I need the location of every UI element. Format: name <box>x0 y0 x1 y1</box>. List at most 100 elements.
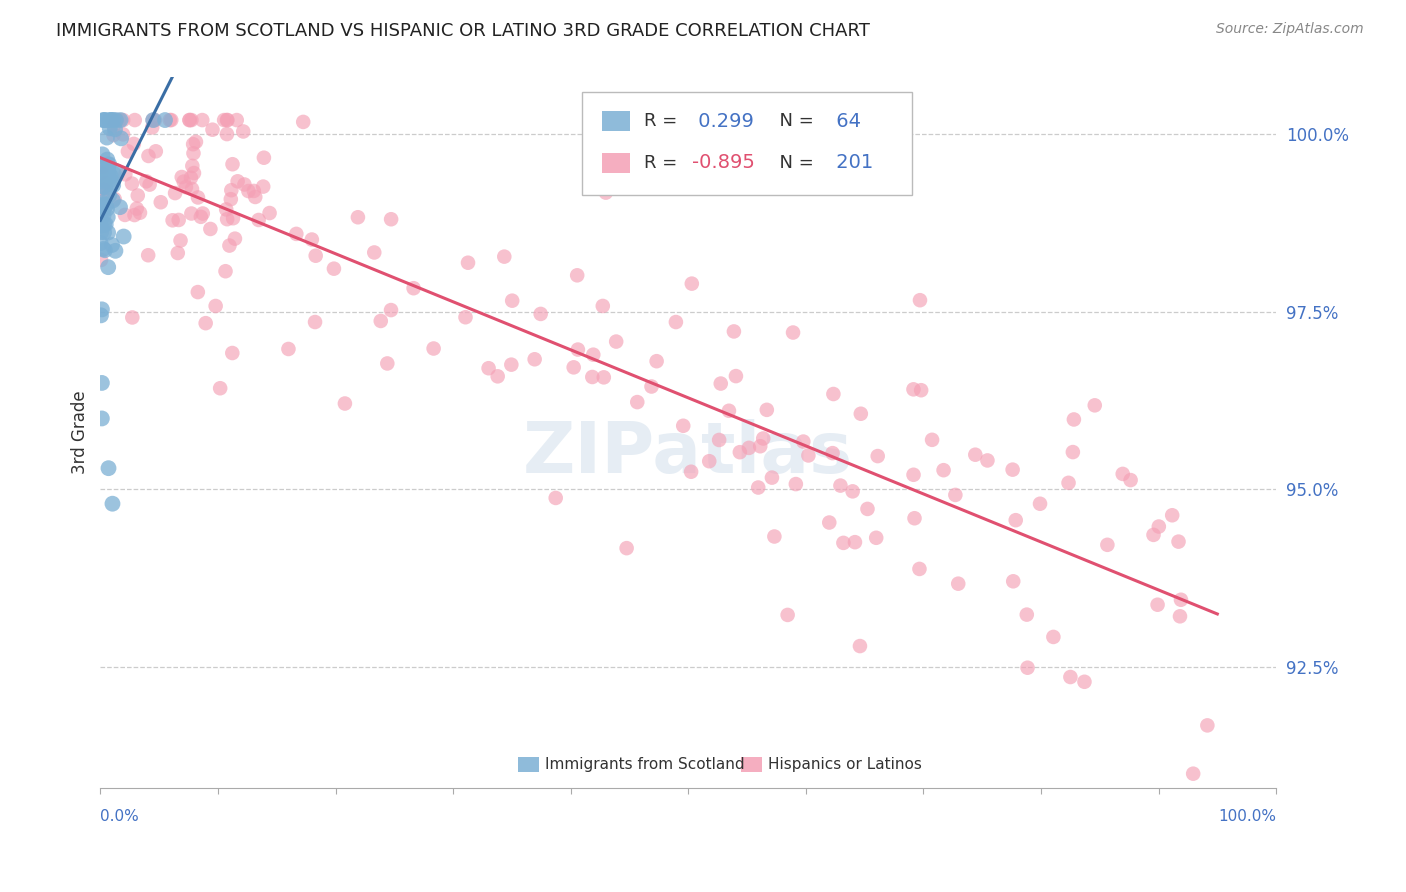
Point <box>104 192 127 206</box>
Text: 201: 201 <box>831 153 873 172</box>
Text: 0.299: 0.299 <box>692 112 754 131</box>
Point <box>707 433 730 447</box>
Point <box>90 376 112 390</box>
Point <box>724 369 747 384</box>
Point <box>221 346 243 360</box>
Point <box>375 356 398 370</box>
Point <box>501 293 523 308</box>
Point <box>97 461 120 475</box>
Point <box>108 113 131 128</box>
Point <box>100 169 122 183</box>
Point <box>180 206 202 220</box>
Point <box>1112 467 1135 481</box>
Point <box>114 167 136 181</box>
Point <box>167 213 190 227</box>
Point <box>187 285 209 299</box>
Point <box>90 252 112 267</box>
Point <box>127 188 149 202</box>
Point <box>217 113 239 128</box>
Point <box>103 128 125 142</box>
Point <box>749 439 772 453</box>
Point <box>422 342 444 356</box>
Point <box>1001 463 1024 477</box>
Point <box>101 178 124 193</box>
Point <box>98 188 121 202</box>
Point <box>104 244 127 258</box>
Point <box>849 407 872 421</box>
Point <box>90 302 112 317</box>
Point <box>201 122 224 136</box>
Point <box>104 113 127 128</box>
Point <box>1097 538 1119 552</box>
Point <box>97 164 120 178</box>
Point <box>245 190 267 204</box>
Point <box>333 396 356 410</box>
Point <box>191 206 214 220</box>
Point <box>169 234 191 248</box>
Point <box>292 115 315 129</box>
Point <box>179 113 201 128</box>
Point <box>582 348 605 362</box>
Point <box>94 176 117 190</box>
Point <box>243 184 266 198</box>
Point <box>215 113 238 128</box>
Point <box>174 180 197 194</box>
Point <box>1057 475 1080 490</box>
Point <box>122 136 145 151</box>
Point <box>103 119 125 133</box>
Text: Hispanics or Latinos: Hispanics or Latinos <box>768 757 922 772</box>
Point <box>121 177 143 191</box>
Point <box>544 491 567 505</box>
Point <box>903 382 925 396</box>
Point <box>100 113 122 128</box>
Point <box>797 449 820 463</box>
Point <box>776 607 799 622</box>
Point <box>91 175 114 189</box>
Point <box>1182 766 1205 780</box>
Point <box>180 170 202 185</box>
Point <box>96 202 118 216</box>
Point <box>370 314 392 328</box>
Point <box>478 361 501 376</box>
Point <box>380 212 402 227</box>
Point <box>91 147 114 161</box>
Point <box>821 446 844 460</box>
Point <box>125 202 148 216</box>
Point <box>181 159 204 173</box>
Point <box>567 343 589 357</box>
Point <box>93 182 115 196</box>
Text: R =: R = <box>644 112 683 130</box>
Text: 64: 64 <box>831 112 862 131</box>
Point <box>747 481 769 495</box>
Point <box>143 113 166 128</box>
Point <box>785 477 807 491</box>
Point <box>501 358 523 372</box>
Point <box>277 342 299 356</box>
Point <box>1167 534 1189 549</box>
Point <box>97 161 120 176</box>
Point <box>233 178 256 192</box>
Point <box>562 360 585 375</box>
Point <box>849 639 872 653</box>
Point <box>90 309 112 323</box>
Point <box>523 352 546 367</box>
Point <box>180 113 202 128</box>
Bar <box>741 756 762 772</box>
Point <box>665 315 688 329</box>
Point <box>1142 528 1164 542</box>
Point <box>1017 661 1039 675</box>
Text: R =: R = <box>644 153 683 172</box>
Point <box>866 449 889 463</box>
Text: N =: N = <box>768 153 820 172</box>
Point <box>1062 445 1084 459</box>
Point <box>209 381 232 395</box>
Point <box>710 376 733 391</box>
Point <box>457 256 479 270</box>
Point <box>97 226 120 240</box>
Point <box>305 249 328 263</box>
Point <box>486 369 509 384</box>
Point <box>90 161 112 175</box>
Bar <box>602 112 630 131</box>
Point <box>222 211 245 226</box>
Point <box>204 299 226 313</box>
